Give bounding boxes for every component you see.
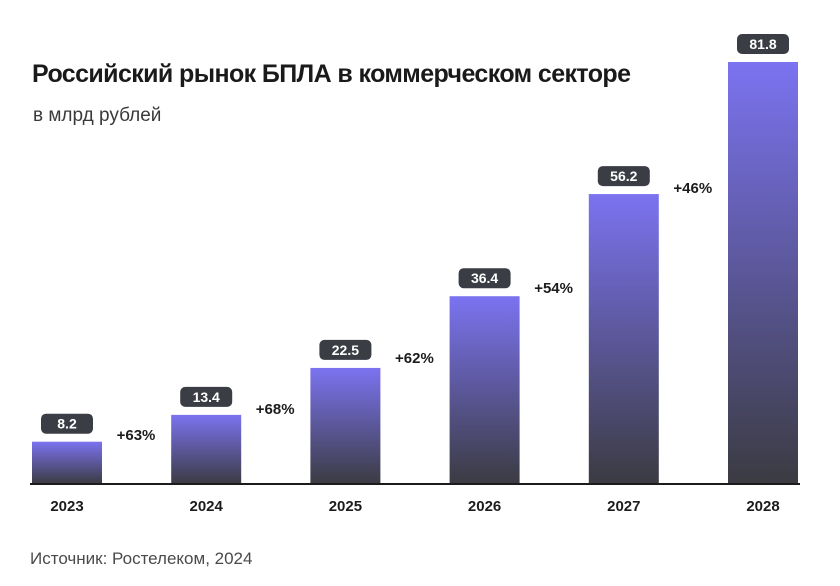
value-label-bg	[737, 34, 789, 54]
bar-2026	[449, 296, 520, 484]
value-labels: 8.2 13.4 22.5 36.4 56.2 81.8	[41, 34, 789, 434]
value-label: 56.2	[610, 168, 637, 184]
growth-labels: +63% +68% +62% +54% +46%	[117, 180, 713, 444]
bars-group	[32, 62, 798, 484]
value-label: 8.2	[57, 416, 77, 432]
bar-2027	[588, 194, 659, 484]
x-tick-label: 2027	[607, 498, 640, 515]
value-label-bg	[319, 339, 372, 360]
value-label: 13.4	[193, 389, 220, 405]
growth-label: +62%	[395, 350, 434, 367]
bar-2025	[310, 367, 381, 484]
x-tick-label: 2025	[329, 498, 362, 515]
value-label-bg	[458, 268, 511, 289]
value-label-bg	[180, 386, 233, 407]
growth-label: +54%	[534, 280, 573, 297]
value-label-bg	[41, 413, 93, 434]
x-tick-label: 2023	[50, 498, 83, 515]
bar-2028	[728, 62, 798, 484]
bar-2023	[32, 441, 102, 484]
value-label: 36.4	[471, 270, 498, 286]
growth-label: +68%	[256, 401, 295, 418]
chart-subtitle: в млрд рублей	[33, 105, 162, 126]
value-label: 22.5	[332, 342, 359, 358]
growth-label: +63%	[117, 427, 156, 444]
x-tick-labels: 2023 2024 2025 2026 2027 2028	[50, 498, 779, 515]
growth-label: +46%	[673, 180, 712, 197]
x-tick-label: 2028	[746, 498, 779, 515]
chart-title: Российский рынок БПЛА в коммерческом сек…	[32, 60, 631, 88]
bar-2024	[171, 414, 242, 484]
x-tick-label: 2024	[190, 498, 224, 515]
x-tick-label: 2026	[468, 498, 501, 515]
value-label-bg	[597, 166, 650, 187]
source-note: Источник: Ростелеком, 2024	[30, 549, 253, 568]
value-label: 81.8	[749, 36, 776, 52]
